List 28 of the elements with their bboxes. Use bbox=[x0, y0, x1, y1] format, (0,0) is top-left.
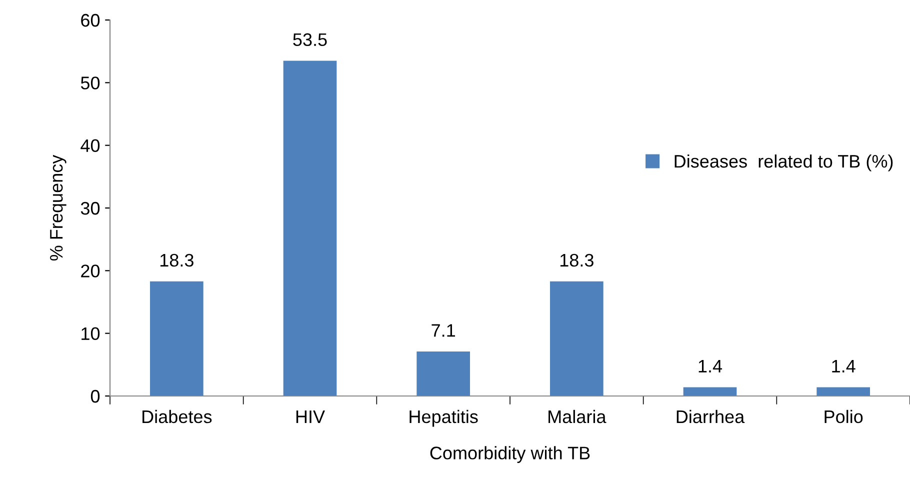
y-tick-label: 30 bbox=[80, 202, 100, 215]
bar bbox=[683, 387, 737, 396]
bar bbox=[283, 60, 337, 396]
data-label: 1.4 bbox=[698, 360, 722, 372]
y-tick-label: 0 bbox=[90, 390, 100, 403]
bar bbox=[816, 387, 870, 396]
data-label: 53.5 bbox=[293, 33, 327, 46]
y-tick-label: 60 bbox=[81, 14, 100, 27]
bar bbox=[550, 281, 604, 396]
bar bbox=[150, 281, 204, 396]
data-label: 7.1 bbox=[432, 324, 456, 337]
y-tick-label: 10 bbox=[82, 327, 100, 340]
legend-label: Diseases related to TB (%) bbox=[674, 154, 893, 172]
y-tick-label: 40 bbox=[80, 139, 100, 152]
x-tick-label: HIV bbox=[296, 410, 325, 423]
x-tick-label: Hepatitis bbox=[410, 410, 478, 427]
data-label: 18.3 bbox=[560, 254, 594, 267]
x-tick-label: Malaria bbox=[548, 410, 606, 424]
data-label: 18.3 bbox=[160, 254, 194, 267]
x-tick-label: Diarrhea bbox=[676, 410, 745, 424]
y-axis-title: % Frequency bbox=[50, 154, 66, 261]
x-tick-label: Polio bbox=[824, 410, 863, 424]
data-label: 1.4 bbox=[832, 360, 856, 372]
x-axis-title: Comorbidity with TB bbox=[430, 446, 590, 463]
bar bbox=[416, 352, 470, 396]
y-tick-label: 50 bbox=[80, 76, 100, 90]
x-tick-label: Diabetes bbox=[142, 410, 212, 424]
y-tick-label: 20 bbox=[81, 264, 100, 278]
